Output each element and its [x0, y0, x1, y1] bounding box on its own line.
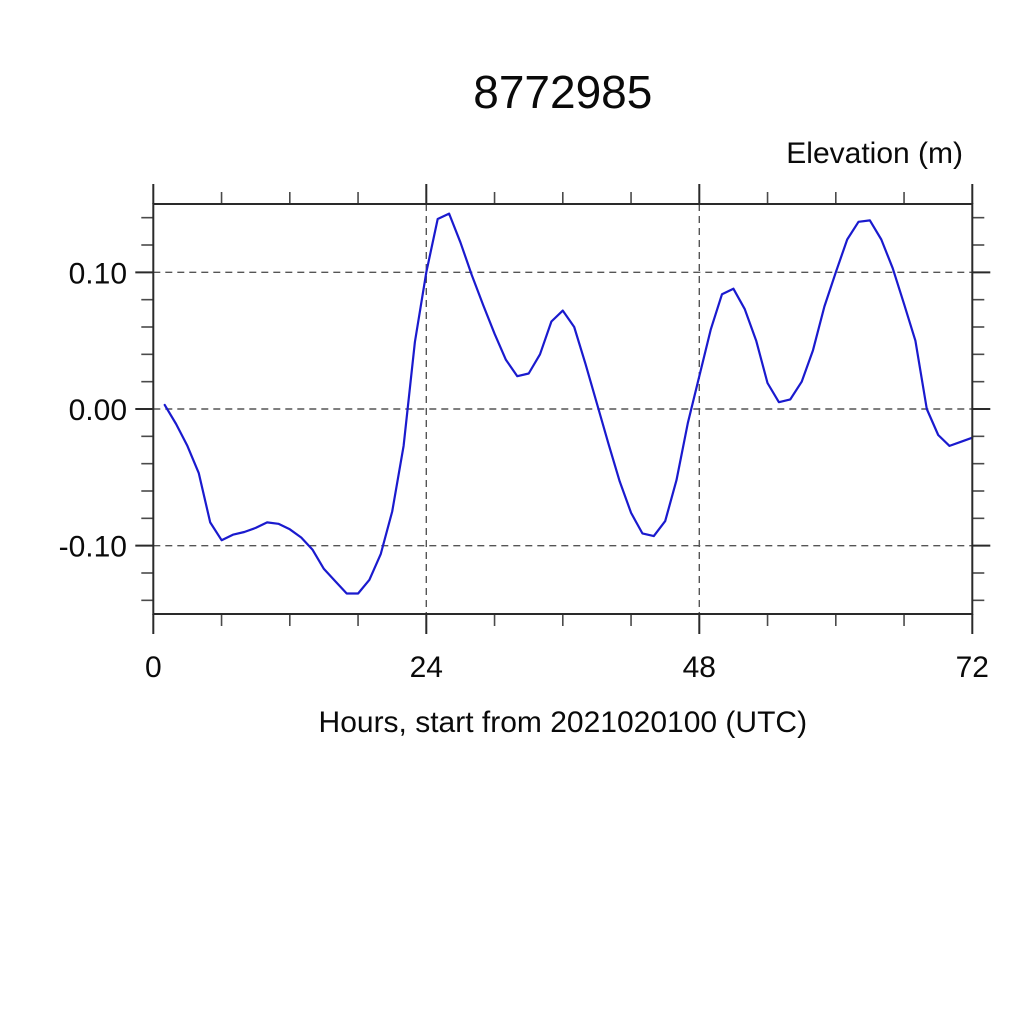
x-tick-label-72: 72	[956, 651, 989, 684]
y-tick-label-010: 0.10	[69, 257, 127, 290]
x-axis-title: Hours, start from 2021020100 (UTC)	[319, 706, 808, 739]
x-tick-label-48: 48	[683, 651, 716, 684]
x-tick-label-0: 0	[145, 651, 162, 684]
y-axis-title: Elevation (m)	[786, 137, 963, 170]
data-series	[163, 212, 974, 595]
chart-title: 8772985	[473, 66, 652, 118]
axis-ticks	[135, 184, 991, 634]
y-tick-label-neg010: -0.10	[59, 531, 127, 564]
y-tick-label-000: 0.00	[69, 394, 127, 427]
elevation-line	[163, 212, 974, 595]
plot-frame	[152, 203, 974, 615]
x-tick-label-24: 24	[410, 651, 443, 684]
gridlines	[153, 204, 973, 614]
